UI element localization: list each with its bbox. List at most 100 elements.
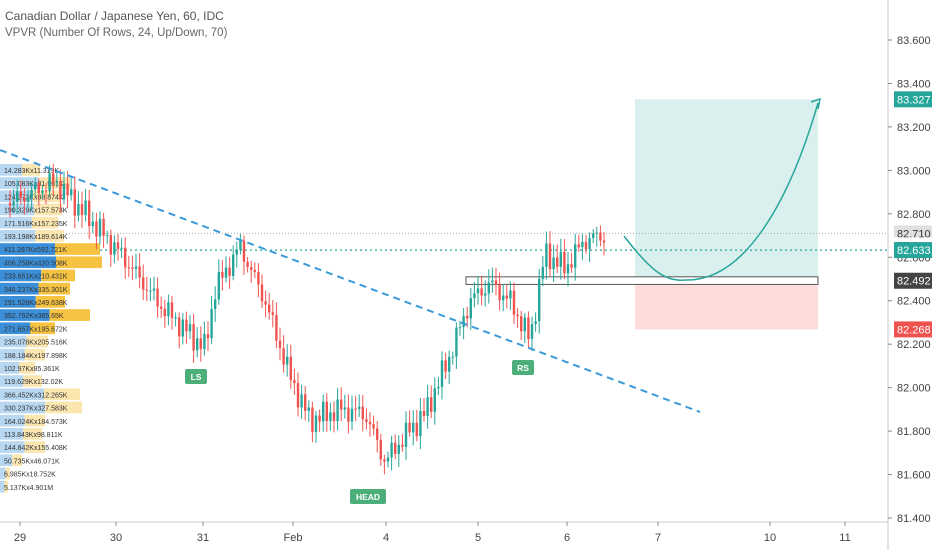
candle-body [275, 314, 278, 341]
candle-body [116, 242, 120, 249]
volume-bar-down [24, 414, 45, 427]
candle-body [386, 457, 390, 462]
candle-body [70, 189, 73, 196]
volume-bar-down [4, 480, 8, 493]
volume-profile-label: 330.237Kx327.583K [4, 406, 68, 413]
candle-body [34, 182, 37, 190]
volume-bar-down [38, 282, 70, 295]
candle-body [246, 261, 249, 268]
pattern-label-bg [512, 360, 534, 375]
candle-body [300, 394, 303, 408]
volume-bar-down [5, 467, 10, 480]
stop-zone[interactable] [635, 280, 818, 330]
candle-body [311, 407, 314, 433]
volume-profile-label: 352.792Kx385.65K [4, 313, 64, 320]
candle-body [516, 314, 519, 317]
candle-body [264, 301, 267, 305]
candle-body [379, 439, 382, 460]
candle-body [466, 315, 469, 319]
candle-body [206, 334, 210, 339]
x-tick-label: 29 [14, 532, 26, 544]
candle-body [584, 241, 588, 250]
candle-body [595, 232, 598, 234]
volume-profile-label: 188.184Kx197.898K [4, 353, 68, 360]
candle-body [347, 407, 350, 422]
volume-profile-label: 171.516Kx157.235K [4, 221, 68, 228]
candle-body [152, 288, 156, 291]
candle-body [221, 271, 224, 278]
pattern-label-bg [350, 489, 386, 504]
volume-bar-down [23, 428, 42, 440]
price-label[interactable]: 82.492 [897, 276, 931, 288]
price-label-bg [894, 91, 932, 108]
volume-bar-down [26, 335, 48, 348]
candle-body [55, 181, 58, 183]
price-label[interactable]: 82.633 [897, 245, 931, 257]
volume-profile-label: 190.329Kx157.573K [4, 208, 68, 215]
y-tick-label: 81.800 [897, 426, 931, 438]
candle-body [502, 295, 505, 301]
candle-body [44, 190, 48, 192]
candle-body [422, 411, 426, 416]
volume-bar-down [31, 216, 58, 229]
candle-body [8, 202, 12, 206]
candle-body [523, 317, 526, 332]
candle-body [102, 218, 105, 236]
candle-body [163, 308, 166, 317]
candle-body [322, 401, 325, 422]
volume-bar-up [0, 375, 24, 387]
candle-body [98, 218, 102, 237]
candle-body [577, 244, 580, 248]
candle-body [192, 324, 195, 351]
candle-body [332, 412, 336, 422]
projection-arrow [810, 97, 821, 110]
indicator-title[interactable]: VPVR (Number Of Rows, 24, Up/Down, 70) [5, 27, 228, 39]
neckline-box[interactable] [465, 276, 819, 285]
candle-body [412, 422, 415, 433]
volume-bar-down [24, 441, 45, 453]
volume-profile-label: 6.985Kx18.752K [4, 472, 56, 479]
title-block: Canadian Dollar / Japanese Yen, 60, IDC … [5, 8, 227, 42]
volume-profile-label: 271.657Kx195.672K [4, 326, 68, 333]
volume-profile-label: 235.078Kx205.516K [4, 340, 68, 347]
volume-bar-down [30, 322, 55, 335]
candle-body [599, 232, 602, 241]
volume-profile-label: 193.198Kx189.614K [4, 234, 68, 241]
candle-body [368, 422, 372, 425]
volume-profile-label: 105.083Kx81.961K [4, 181, 64, 188]
projection-curve[interactable] [623, 102, 819, 281]
candle-body [408, 422, 411, 433]
volume-profile-label: 113.843Kx98.811K [4, 432, 63, 439]
candle-body [138, 266, 141, 278]
candle-body [214, 299, 217, 310]
volume-profile-label: 233.651Kx210.431K [4, 274, 68, 281]
candle-body [145, 289, 148, 291]
trendline[interactable] [0, 149, 701, 413]
y-tick-label: 82.200 [897, 339, 931, 351]
candle-body [160, 306, 163, 309]
candle-body [203, 334, 206, 350]
y-tick-label: 82.000 [897, 383, 931, 395]
x-tick-label: 7 [655, 532, 661, 544]
candle-body [106, 235, 109, 237]
candle-body [127, 267, 130, 269]
price-label[interactable]: 82.268 [897, 324, 931, 336]
candle-body [124, 247, 127, 268]
candle-body [289, 356, 292, 381]
price-label[interactable]: 83.327 [897, 94, 931, 106]
pattern-label: RS [517, 363, 529, 373]
candle-body [563, 251, 566, 274]
candle-body [404, 422, 408, 447]
x-tick-label: 5 [475, 532, 481, 544]
candle-body [296, 383, 300, 408]
volume-profile-label: 411.287Kx592.721K [4, 247, 67, 254]
candle-body [91, 221, 94, 227]
target-zone[interactable] [635, 99, 818, 281]
symbol-title[interactable]: Canadian Dollar / Japanese Yen, 60, IDC [5, 9, 224, 23]
candle-body [293, 380, 296, 384]
candle-body [340, 399, 343, 410]
candle-body [307, 407, 310, 411]
candle-body [26, 197, 30, 202]
candle-body [253, 269, 256, 272]
